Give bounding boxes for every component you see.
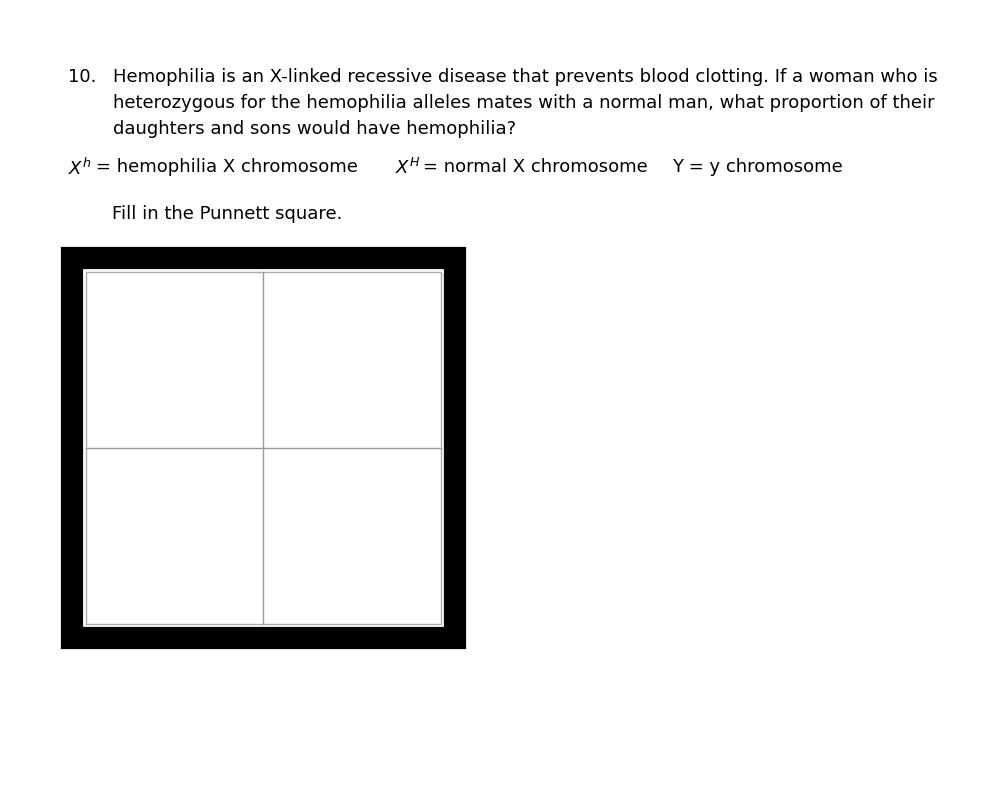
Bar [86,272,441,624]
Text: Y = y chromosome: Y = y chromosome [672,158,843,176]
Bar [72,258,455,638]
Text: = hemophilia X chromosome: = hemophilia X chromosome [96,158,358,176]
Text: = normal X chromosome: = normal X chromosome [423,158,647,176]
Text: $X^H$: $X^H$ [395,158,421,178]
Text: heterozygous for the hemophilia alleles mates with a normal man, what proportion: heterozygous for the hemophilia alleles … [113,94,935,112]
Text: 10.: 10. [68,68,96,86]
Text: Fill in the Punnett square.: Fill in the Punnett square. [112,205,343,223]
Text: daughters and sons would have hemophilia?: daughters and sons would have hemophilia… [113,120,516,138]
Text: Hemophilia is an X-linked recessive disease that prevents blood clotting. If a w: Hemophilia is an X-linked recessive dise… [113,68,938,86]
Text: $X^h$: $X^h$ [68,158,91,179]
